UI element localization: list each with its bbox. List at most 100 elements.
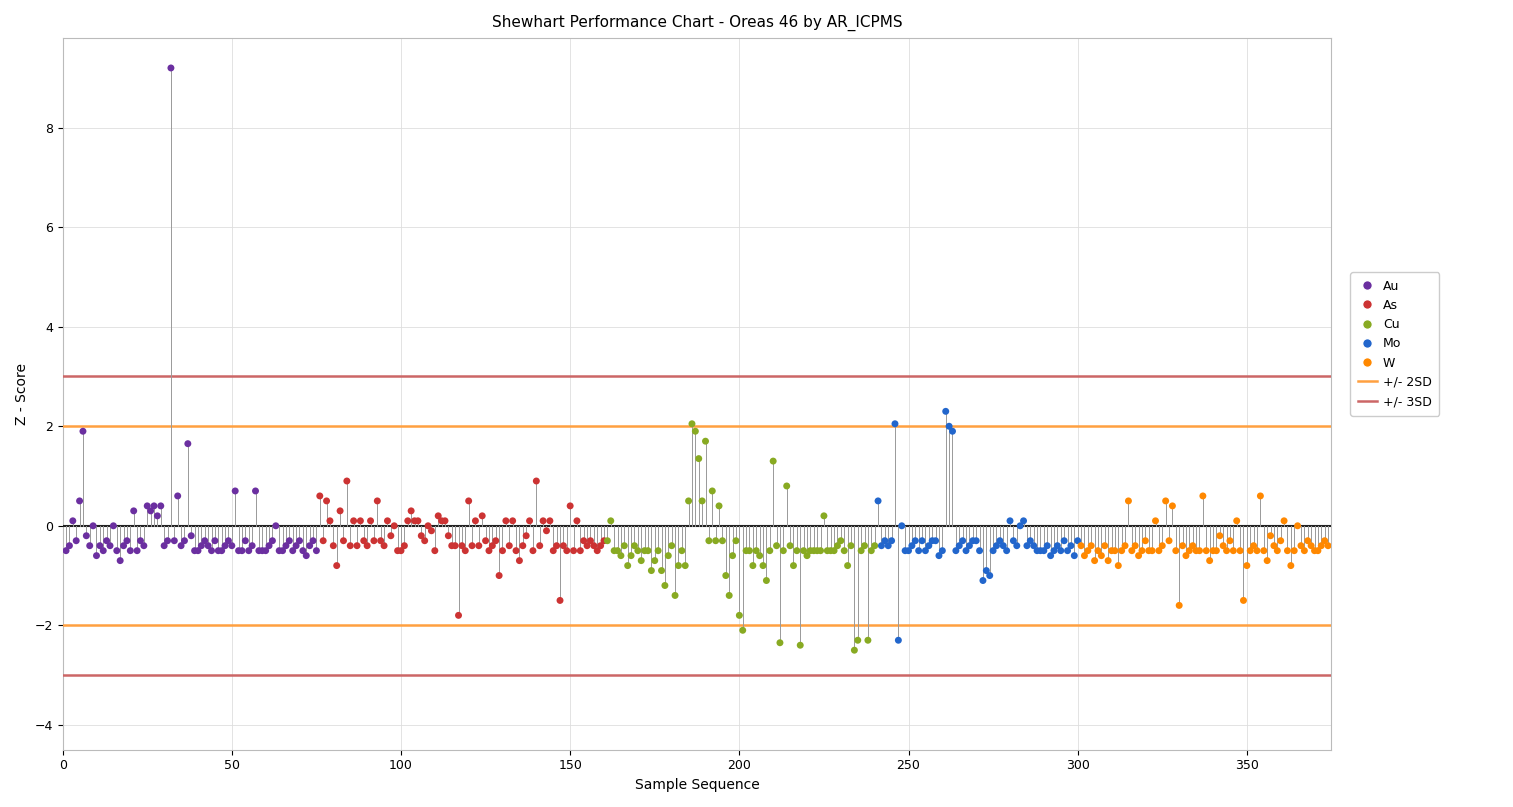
Point <box>537 514 561 527</box>
Point <box>284 539 309 552</box>
Point <box>449 539 474 552</box>
Point <box>64 534 88 547</box>
Point <box>463 514 487 527</box>
Point <box>1073 550 1097 562</box>
Point <box>1157 534 1182 547</box>
Point <box>819 544 843 557</box>
Point <box>805 544 829 557</box>
Point <box>1215 544 1239 557</box>
Point <box>433 514 457 527</box>
Point <box>334 475 359 487</box>
Point <box>1282 544 1306 557</box>
Point <box>846 633 870 646</box>
Point <box>1024 544 1049 557</box>
Point <box>186 544 210 557</box>
Point <box>1218 534 1242 547</box>
Point <box>555 544 579 557</box>
Point <box>914 544 938 557</box>
Point <box>534 525 558 537</box>
Point <box>501 514 525 527</box>
Point <box>643 554 667 567</box>
Point <box>216 534 241 547</box>
Point <box>511 539 536 552</box>
Point <box>909 534 934 547</box>
Point <box>758 544 782 557</box>
Point <box>1079 539 1103 552</box>
Point <box>572 534 596 547</box>
Point <box>101 520 126 533</box>
Point <box>1150 539 1174 552</box>
Point <box>964 534 988 547</box>
Point <box>693 435 717 448</box>
Point <box>802 544 826 557</box>
Point <box>985 539 1009 552</box>
Point <box>280 544 304 557</box>
Point <box>785 544 809 557</box>
Point <box>737 544 761 557</box>
Point <box>1160 500 1185 512</box>
Point <box>893 544 917 557</box>
Point <box>944 544 968 557</box>
Point <box>561 544 586 557</box>
Point <box>1259 529 1283 542</box>
Point <box>145 509 169 522</box>
Point <box>1065 534 1089 547</box>
Point <box>1256 554 1280 567</box>
Point <box>1278 559 1303 572</box>
Point <box>247 544 271 557</box>
Legend: Au, As, Cu, Mo, W, +/- 2SD, +/- 3SD: Au, As, Cu, Mo, W, +/- 2SD, +/- 3SD <box>1351 272 1439 416</box>
Point <box>1188 544 1212 557</box>
Point <box>635 544 660 557</box>
Point <box>1210 539 1235 552</box>
Point <box>1207 529 1232 542</box>
Point <box>876 539 900 552</box>
Point <box>704 534 728 547</box>
Point <box>104 544 129 557</box>
Point <box>697 534 722 547</box>
Title: Shewhart Performance Chart - Oreas 46 by AR_ICPMS: Shewhart Performance Chart - Oreas 46 by… <box>492 15 902 31</box>
Point <box>1095 554 1120 567</box>
Point <box>443 539 468 552</box>
Point <box>118 544 142 557</box>
Point <box>1012 514 1036 527</box>
Point <box>359 514 383 527</box>
Point <box>446 609 471 622</box>
Point <box>873 534 897 547</box>
Point <box>710 534 734 547</box>
Point <box>98 539 123 552</box>
Point <box>980 544 1005 557</box>
Point <box>1265 544 1289 557</box>
Point <box>1191 490 1215 503</box>
Point <box>1262 539 1286 552</box>
Point <box>1059 539 1083 552</box>
Point <box>197 539 221 552</box>
Point <box>165 490 189 503</box>
Point <box>832 544 856 557</box>
Point <box>896 544 920 557</box>
Point <box>94 534 118 547</box>
Point <box>176 437 200 450</box>
Point <box>362 534 386 547</box>
Point <box>179 529 203 542</box>
Point <box>325 559 350 572</box>
Point <box>507 554 531 567</box>
Point <box>430 514 454 527</box>
Point <box>328 504 353 517</box>
Point <box>1204 544 1229 557</box>
Point <box>1177 544 1201 557</box>
Point <box>1139 544 1163 557</box>
Point <box>436 529 460 542</box>
Point <box>542 544 566 557</box>
Point <box>1180 539 1204 552</box>
Point <box>1313 534 1337 547</box>
Point <box>843 644 867 657</box>
Point <box>728 609 752 622</box>
Point <box>112 539 136 552</box>
Point <box>427 509 451 522</box>
Point <box>734 544 758 557</box>
Point <box>210 544 235 557</box>
Point <box>687 452 711 465</box>
Point <box>57 539 82 552</box>
Point <box>1120 544 1144 557</box>
Point <box>159 61 183 74</box>
